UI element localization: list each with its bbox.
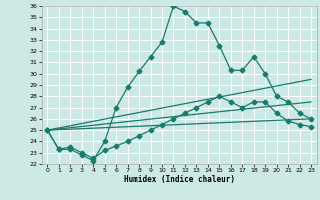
X-axis label: Humidex (Indice chaleur): Humidex (Indice chaleur) (124, 175, 235, 184)
